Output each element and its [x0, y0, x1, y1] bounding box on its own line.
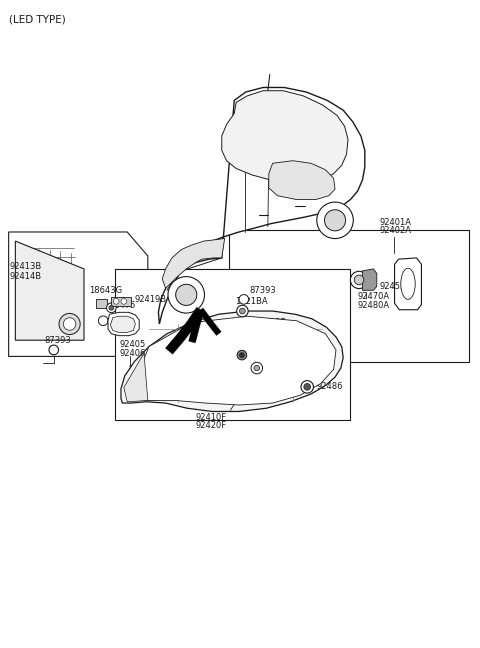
Text: 92414B: 92414B [10, 272, 42, 281]
Circle shape [317, 202, 353, 238]
Text: 92413B: 92413B [10, 262, 42, 272]
Circle shape [237, 351, 247, 360]
Text: 92470A: 92470A [358, 292, 390, 301]
Circle shape [324, 210, 346, 231]
Circle shape [251, 362, 263, 374]
Circle shape [59, 314, 80, 334]
Circle shape [304, 384, 311, 390]
Polygon shape [9, 232, 148, 356]
Ellipse shape [254, 365, 260, 371]
Bar [96, 299, 107, 308]
Circle shape [301, 380, 313, 393]
Polygon shape [115, 269, 350, 420]
Circle shape [121, 299, 127, 304]
Text: 1021BA: 1021BA [235, 297, 268, 306]
Circle shape [350, 272, 368, 288]
Bar [234, 358, 249, 367]
Text: 92480A: 92480A [358, 301, 390, 310]
Text: 18643G: 18643G [89, 286, 122, 295]
Text: 92419B: 92419B [134, 295, 167, 304]
Circle shape [240, 308, 245, 314]
Polygon shape [198, 308, 221, 336]
Polygon shape [189, 309, 204, 343]
Circle shape [237, 305, 248, 317]
Polygon shape [165, 307, 204, 354]
Circle shape [176, 284, 197, 305]
Polygon shape [110, 316, 135, 332]
Circle shape [239, 295, 249, 304]
Polygon shape [124, 353, 148, 402]
Bar [234, 358, 253, 369]
Circle shape [168, 277, 204, 313]
Text: 87393: 87393 [44, 336, 71, 345]
Text: 92475: 92475 [109, 301, 136, 310]
Polygon shape [362, 269, 377, 290]
Circle shape [107, 303, 116, 312]
Circle shape [240, 353, 244, 358]
Text: 92455C: 92455C [379, 282, 411, 291]
Polygon shape [269, 161, 335, 200]
Polygon shape [111, 297, 131, 306]
Text: 92482: 92482 [235, 351, 262, 360]
Polygon shape [222, 91, 348, 183]
Text: 92435B: 92435B [254, 318, 287, 327]
Circle shape [109, 305, 114, 310]
Polygon shape [15, 241, 84, 340]
Circle shape [63, 318, 76, 330]
Polygon shape [121, 311, 343, 411]
Polygon shape [108, 312, 139, 336]
Text: 92406: 92406 [120, 349, 146, 358]
Circle shape [49, 345, 59, 354]
Polygon shape [395, 258, 421, 310]
Ellipse shape [401, 268, 415, 299]
Text: 92405: 92405 [120, 340, 146, 349]
Polygon shape [158, 87, 365, 324]
Polygon shape [131, 316, 336, 405]
Circle shape [354, 275, 364, 284]
Text: 87393: 87393 [250, 286, 276, 295]
Text: 92402A: 92402A [379, 226, 411, 235]
Text: 92410F: 92410F [196, 413, 227, 422]
Circle shape [113, 299, 119, 304]
Polygon shape [162, 238, 225, 288]
Text: 86839: 86839 [268, 364, 295, 373]
Polygon shape [229, 230, 469, 362]
Text: 92420F: 92420F [196, 421, 227, 430]
Text: 92486: 92486 [317, 382, 343, 391]
Text: (LED TYPE): (LED TYPE) [9, 14, 65, 24]
Circle shape [98, 316, 108, 325]
Text: 92401A: 92401A [379, 218, 411, 227]
